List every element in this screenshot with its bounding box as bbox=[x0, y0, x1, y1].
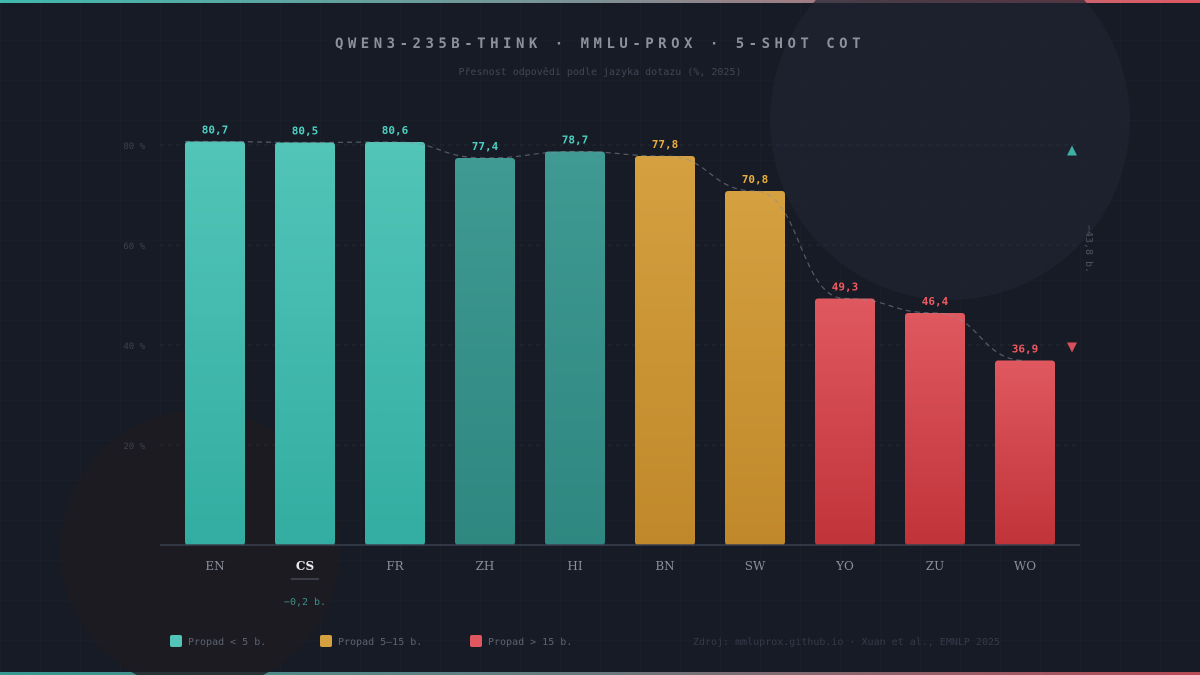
x-tick-label-zu: ZU bbox=[926, 559, 944, 573]
range-arrow-up bbox=[1067, 145, 1077, 156]
value-label-hi: 78,7 bbox=[562, 134, 589, 147]
bar-zh bbox=[455, 158, 515, 545]
x-tick-label-yo: YO bbox=[835, 559, 854, 573]
value-label-zu: 46,4 bbox=[922, 295, 949, 308]
x-axis-labels: EN CS FR ZH HI BN SW YO ZU WO bbox=[205, 559, 1036, 573]
legend-swatch-high bbox=[470, 635, 482, 647]
value-label-fr: 80,6 bbox=[382, 124, 409, 137]
bar-hi bbox=[545, 151, 605, 545]
y-tick-label: 80 % bbox=[123, 142, 145, 152]
bar-cs bbox=[275, 142, 335, 545]
bar-wo bbox=[995, 360, 1055, 545]
trend-line bbox=[184, 140, 1026, 362]
chart-title: QWEN3-235B-THINK · MMLU-PROX · 5-SHOT CO… bbox=[335, 36, 865, 52]
value-labels: 80,7 80,5 80,6 77,4 78,7 77,8 70,8 49,3 46,4 36,9 bbox=[202, 124, 1039, 356]
bar-en bbox=[185, 141, 245, 545]
value-label-wo: 36,9 bbox=[1012, 343, 1039, 356]
y-tick-label: 60 % bbox=[123, 242, 145, 252]
legend: Propad < 5 b. Propad 5–15 b. Propad > 15 b… bbox=[170, 635, 572, 648]
chart-subtitle: Přesnost odpovědi podle jazyka dotazu (%… bbox=[459, 66, 742, 78]
range-annotation-label: −43,8 b. bbox=[1083, 225, 1094, 273]
x-tick-label-zh: ZH bbox=[476, 559, 495, 573]
bar-zu bbox=[905, 313, 965, 545]
legend-label-high: Propad > 15 b. bbox=[488, 637, 572, 648]
bar-bn bbox=[635, 156, 695, 545]
legend-swatch-low bbox=[170, 635, 182, 647]
x-tick-label-bn: BN bbox=[655, 559, 674, 573]
value-label-zh: 77,4 bbox=[472, 140, 499, 153]
legend-swatch-mid bbox=[320, 635, 332, 647]
x-tick-label-en: EN bbox=[205, 559, 224, 573]
range-arrow-down bbox=[1067, 342, 1077, 353]
value-label-yo: 49,3 bbox=[832, 281, 859, 294]
range-annotation: −43,8 b. bbox=[1067, 145, 1094, 353]
value-label-en: 80,7 bbox=[202, 124, 229, 137]
x-tick-label-wo: WO bbox=[1014, 559, 1036, 573]
highlight-note: −0,2 b. bbox=[284, 597, 326, 608]
value-label-cs: 80,5 bbox=[292, 125, 319, 138]
decor-circle-top-right bbox=[770, 0, 1130, 300]
value-label-sw: 70,8 bbox=[742, 173, 769, 186]
x-tick-label-sw: SW bbox=[745, 559, 766, 573]
source-note: Zdroj: mmluprox.github.io · Xuan et al.,… bbox=[693, 637, 1000, 648]
x-tick-label-cs: CS bbox=[296, 559, 314, 573]
x-tick-label-fr: FR bbox=[386, 559, 404, 573]
bar-fr bbox=[365, 142, 425, 545]
y-axis-ticks: 20 % 40 % 60 % 80 % bbox=[123, 142, 145, 452]
y-tick-label: 40 % bbox=[123, 342, 145, 352]
bar-sw bbox=[725, 191, 785, 545]
bar-series bbox=[185, 141, 1055, 545]
bar-yo bbox=[815, 298, 875, 545]
value-label-bn: 77,8 bbox=[652, 138, 679, 151]
legend-label-mid: Propad 5–15 b. bbox=[338, 637, 422, 648]
legend-label-low: Propad < 5 b. bbox=[188, 637, 266, 648]
x-tick-label-hi: HI bbox=[567, 559, 582, 573]
y-tick-label: 20 % bbox=[123, 442, 145, 452]
